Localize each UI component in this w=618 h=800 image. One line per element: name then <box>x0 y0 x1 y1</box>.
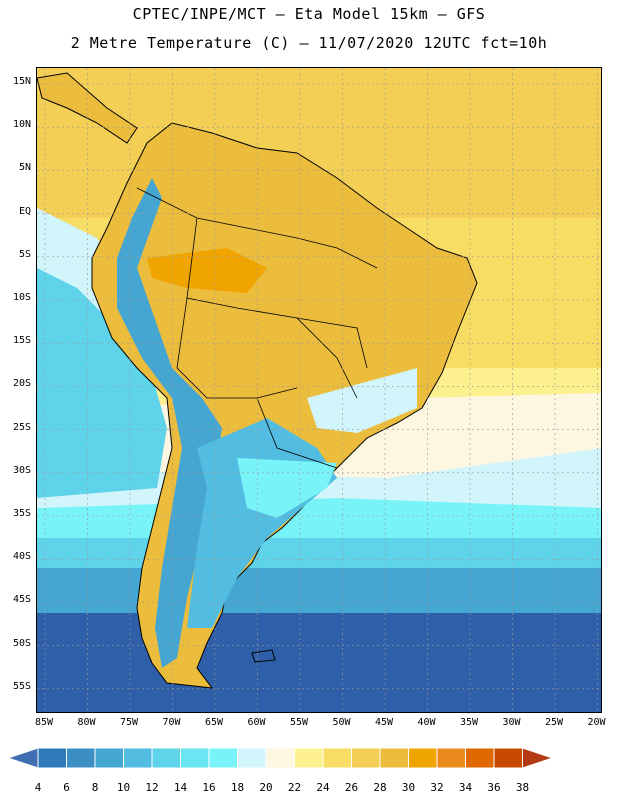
color-scale-label: 22 <box>287 781 302 794</box>
map-subtitle: 2 Metre Temperature (C) – 11/07/2020 12U… <box>70 34 548 52</box>
band-cold3 <box>37 568 601 613</box>
color-scale <box>6 748 555 769</box>
color-scale-swatch <box>94 748 124 769</box>
color-scale-label: 24 <box>316 781 330 794</box>
temperature-field <box>37 68 601 712</box>
longitude-label: 80W <box>77 717 96 728</box>
latitude-label: 20S <box>12 378 31 390</box>
latitude-label: EQ <box>18 205 31 217</box>
band-cold2 <box>37 538 601 568</box>
color-scale-swatch <box>351 748 381 769</box>
color-scale-swatch <box>66 748 96 769</box>
longitude-label: 40W <box>417 717 436 728</box>
color-scale-swatch <box>180 748 210 769</box>
latitude-label: 35S <box>12 508 31 519</box>
longitude-label: 25W <box>544 717 564 728</box>
latitude-label: 5N <box>18 162 31 174</box>
longitude-label: 45W <box>374 717 394 728</box>
color-scale-label: 38 <box>515 781 530 794</box>
color-scale-label: 18 <box>230 781 245 794</box>
longitude-label: 85W <box>34 717 54 728</box>
color-scale-arrow-high <box>522 748 555 769</box>
color-scale-swatch <box>237 748 267 769</box>
color-scale-swatch <box>493 748 523 769</box>
longitude-label: 70W <box>162 717 181 728</box>
longitude-label: 20W <box>587 717 606 728</box>
longitude-label: 75W <box>119 717 139 728</box>
latitude-label: 25S <box>12 421 31 433</box>
color-scale-label: 10 <box>116 781 131 794</box>
latitude-label: 50S <box>12 637 31 649</box>
longitude-label: 65W <box>204 717 224 728</box>
color-scale-arrow-low <box>6 748 39 769</box>
color-scale-label: 28 <box>373 781 387 794</box>
color-scale-label: 20 <box>259 781 273 794</box>
latitude-label: 10S <box>12 292 31 303</box>
longitude-label: 55W <box>289 717 309 728</box>
latitude-label: 40S <box>12 551 31 563</box>
color-scale-label: 26 <box>344 781 359 794</box>
latitude-label: 10N <box>12 119 31 131</box>
color-scale-label: 36 <box>487 781 501 794</box>
central-america <box>37 72 138 144</box>
color-scale-swatch <box>408 748 438 769</box>
color-scale-swatch <box>465 748 495 769</box>
andes <box>117 178 222 668</box>
country-borders <box>136 187 378 469</box>
color-scale-label: 34 <box>458 781 473 794</box>
map-panel[interactable] <box>36 67 602 713</box>
color-scale-label: 16 <box>202 781 216 794</box>
map-title: CPTEC/INPE/MCT – Eta Model 15km – GFS <box>132 5 486 23</box>
color-scale-label: 8 <box>91 781 99 794</box>
color-scale-swatch <box>265 748 295 769</box>
longitude-label: 35W <box>459 717 479 728</box>
graticule <box>37 68 601 712</box>
southeast-coast <box>307 368 417 433</box>
color-scale-swatch <box>151 748 181 769</box>
color-scale-swatch <box>37 748 67 769</box>
color-scale-swatch <box>294 748 324 769</box>
pacific-cold <box>37 268 167 498</box>
color-scale-swatch <box>123 748 153 769</box>
latitude-label: 5S <box>18 248 31 260</box>
longitude-label: 60W <box>247 717 266 728</box>
band-cold4 <box>37 613 601 712</box>
color-scale-label: 14 <box>173 781 188 794</box>
color-scale-swatch <box>436 748 466 769</box>
longitude-label: 50W <box>332 717 351 728</box>
longitude-label: 30W <box>502 717 521 728</box>
latitude-label: 15S <box>12 335 31 347</box>
latitude-label: 30S <box>12 464 31 476</box>
latitude-label: 45S <box>12 594 31 606</box>
latitude-label: 55S <box>12 680 31 692</box>
color-scale-label: 30 <box>401 781 416 794</box>
color-scale-swatch <box>379 748 409 769</box>
color-scale-label: 32 <box>430 781 444 794</box>
color-scale-swatch <box>208 748 238 769</box>
amazon-hot <box>147 248 267 293</box>
latitude-label: 15N <box>12 76 31 87</box>
color-scale-label: 6 <box>63 781 70 794</box>
color-scale-label: 12 <box>145 781 159 794</box>
color-scale-swatch <box>322 748 352 769</box>
color-scale-label: 4 <box>34 781 42 794</box>
